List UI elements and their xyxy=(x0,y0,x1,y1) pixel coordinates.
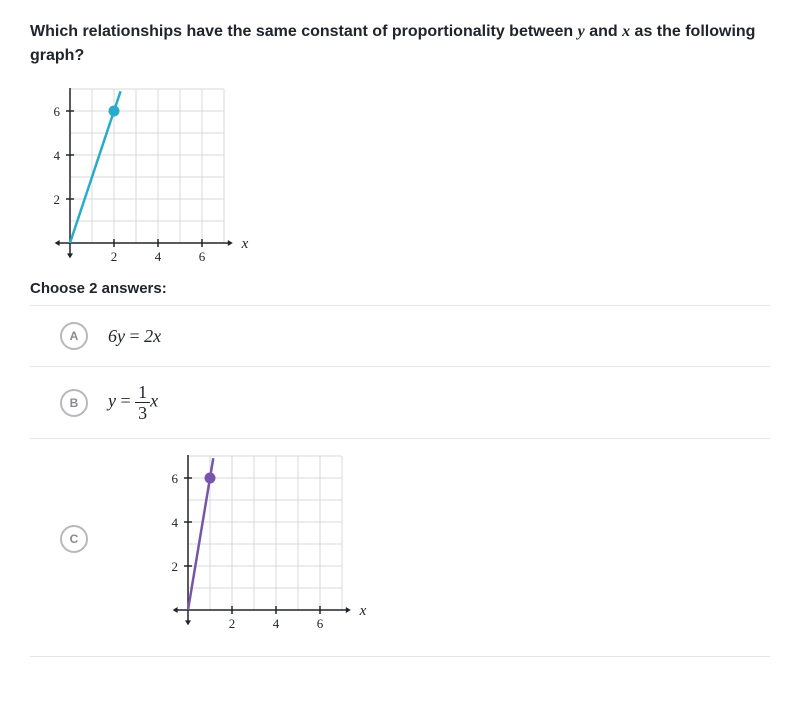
svg-text:x: x xyxy=(241,236,249,252)
svg-text:4: 4 xyxy=(155,249,162,264)
svg-text:6: 6 xyxy=(317,616,324,631)
svg-text:2: 2 xyxy=(54,192,61,207)
question-middle: and xyxy=(585,23,622,40)
svg-text:2: 2 xyxy=(229,616,236,631)
option-c-row[interactable]: C 246246xy xyxy=(30,438,770,657)
svg-text:4: 4 xyxy=(273,616,280,631)
svg-text:6: 6 xyxy=(172,471,179,486)
option-a-left: 6y xyxy=(108,326,125,346)
instruction-text: Choose 2 answers: xyxy=(30,280,770,297)
fraction-num: 1 xyxy=(135,383,150,403)
option-b-left: y xyxy=(108,391,116,411)
option-a-equation: 6y = 2x xyxy=(108,326,161,347)
question-prefix: Which relationships have the same consta… xyxy=(30,23,578,40)
svg-text:4: 4 xyxy=(54,148,61,163)
svg-text:4: 4 xyxy=(172,515,179,530)
option-a-row[interactable]: A 6y = 2x xyxy=(30,305,770,366)
option-a-right: 2x xyxy=(144,326,161,346)
option-b-fraction: 1 3 xyxy=(135,383,150,422)
svg-text:x: x xyxy=(359,603,367,619)
option-a-badge[interactable]: A xyxy=(60,322,88,350)
option-b-equation: y = 1 3 x xyxy=(108,383,158,422)
equals-sign: = xyxy=(121,391,136,411)
fraction-den: 3 xyxy=(135,403,150,422)
svg-text:2: 2 xyxy=(111,249,118,264)
svg-text:6: 6 xyxy=(199,249,206,264)
equals-sign: = xyxy=(130,326,145,346)
option-b-right-var: x xyxy=(150,391,158,411)
main-graph: 246246xy xyxy=(40,88,260,268)
option-c-graph: 246246xy xyxy=(158,455,378,640)
question-text: Which relationships have the same consta… xyxy=(30,20,770,68)
option-c-badge[interactable]: C xyxy=(60,525,88,553)
option-b-badge[interactable]: B xyxy=(60,389,88,417)
svg-text:6: 6 xyxy=(54,104,61,119)
question-var-x: x xyxy=(622,23,630,40)
svg-text:2: 2 xyxy=(172,559,179,574)
option-b-row[interactable]: B y = 1 3 x xyxy=(30,366,770,438)
question-var-y: y xyxy=(578,23,585,40)
